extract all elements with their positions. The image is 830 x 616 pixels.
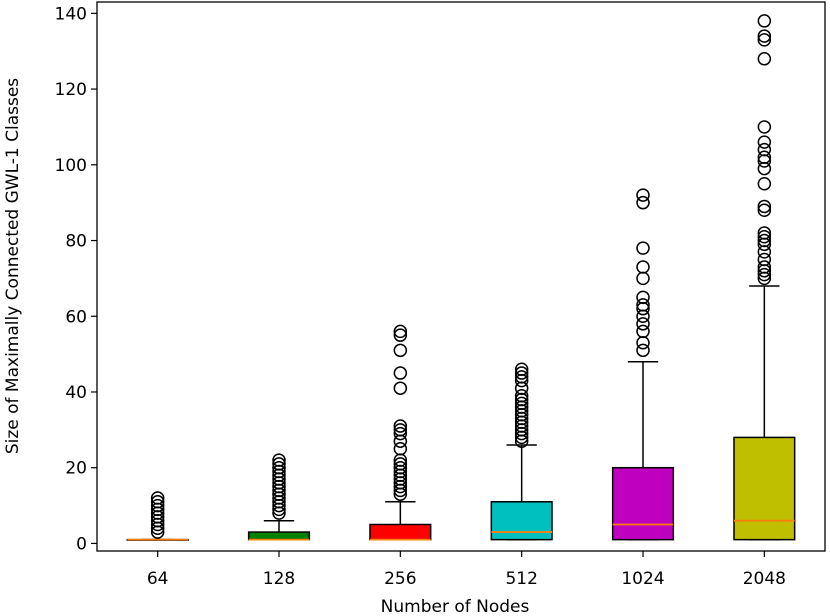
outlier-point [636,271,650,286]
outlier-point [757,142,772,157]
outlier-point [636,336,650,350]
y-tick-label: 0 [76,534,87,554]
x-tick-label: 128 [263,569,295,589]
outlier-point [393,423,408,437]
outlier-point [393,460,408,475]
outlier-point [636,188,650,202]
plot-frame [96,1,826,552]
outlier-point [514,389,529,403]
outlier-point [393,457,408,471]
outlier-point [393,442,408,456]
outlier-point [757,29,772,43]
outlier-point [393,366,408,380]
outlier-point [393,324,408,339]
outlier-point [272,460,286,475]
outlier-point [757,233,772,248]
outlier-point [757,176,772,191]
y-tick-label: 40 [65,383,87,403]
outlier-point [150,498,165,513]
outlier-point [393,419,408,433]
outlier-point [757,52,772,66]
box [611,466,675,541]
box-group-128 [247,453,311,541]
x-axis: 64 128 256 512 1024 2048 [147,551,786,589]
x-tick-label: 256 [384,569,416,589]
outlier-point [757,14,772,28]
box [490,501,553,541]
y-tick-label: 20 [65,459,87,479]
outlier-point [514,366,529,380]
outlier-point [636,260,650,274]
boxes-layer [126,14,796,541]
outlier-point [757,135,772,149]
outlier-point [393,381,408,395]
outlier-point [272,453,286,467]
outlier-point [757,226,772,240]
outlier-point [514,396,529,411]
outlier-point [514,362,529,377]
outlier-point [636,241,650,255]
outlier-point [636,290,650,305]
outlier-point [393,328,408,342]
y-tick-label: 100 [55,156,87,176]
outlier-point [636,317,650,331]
y-tick-label: 140 [55,4,87,24]
x-tick-label: 1024 [621,569,664,589]
x-tick-label: 2048 [743,569,786,589]
y-axis: 0 20 40 60 80 100 120 140 [55,4,97,554]
outlier-point [757,229,772,244]
box-group-1024 [611,188,675,541]
outlier-point [757,203,772,217]
outlier-point [757,120,772,134]
box-group-256 [369,324,432,541]
outlier-point [636,195,650,210]
outlier-point [636,343,650,358]
box [247,531,311,541]
box-group-64 [126,491,189,541]
outlier-point [636,324,650,339]
outlier-point [393,343,408,358]
outlier-point [272,457,286,471]
box-group-2048 [733,14,796,541]
y-tick-label: 60 [65,307,87,327]
outlier-point [636,298,650,312]
y-tick-label: 120 [55,80,87,100]
outlier-point [757,199,772,214]
outlier-point [757,260,772,274]
y-axis-label: Size of Maximally Connected GWL-1 Classe… [3,78,23,454]
outlier-point [757,33,772,47]
outlier-point [757,150,772,164]
x-tick-label: 64 [147,569,169,589]
outlier-point [150,495,165,509]
box-group-512 [490,362,553,541]
box [369,523,432,541]
outlier-point [757,267,772,282]
outlier-point [150,491,165,505]
outlier-point [393,426,408,441]
box [733,436,796,541]
outlier-point [514,370,529,384]
y-tick-label: 80 [65,232,87,252]
x-tick-label: 512 [505,569,537,589]
x-axis-label: Number of Nodes [381,597,530,616]
outlier-point [757,252,772,267]
